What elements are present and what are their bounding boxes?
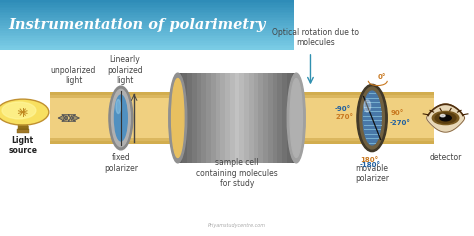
Bar: [0, 30, 294, 31]
Ellipse shape: [116, 100, 121, 114]
Circle shape: [440, 114, 445, 117]
Bar: [50, 138, 434, 144]
Bar: [178, 73, 182, 163]
Bar: [277, 73, 282, 163]
Ellipse shape: [357, 84, 387, 152]
Bar: [225, 73, 230, 163]
Text: Light
source: Light source: [8, 136, 37, 155]
Text: -90°: -90°: [335, 105, 351, 112]
Bar: [0, 26, 294, 28]
Bar: [0, 10, 294, 12]
Bar: [0, 46, 294, 48]
Ellipse shape: [364, 100, 371, 112]
Ellipse shape: [360, 87, 384, 149]
Bar: [282, 73, 287, 163]
Bar: [235, 73, 239, 163]
Text: Optical rotation due to
molecules: Optical rotation due to molecules: [272, 28, 359, 47]
Bar: [201, 73, 206, 163]
Text: movable
polarizer: movable polarizer: [355, 164, 389, 183]
Text: Instrumentation of polarimetry: Instrumentation of polarimetry: [9, 18, 266, 32]
Bar: [0, 31, 294, 33]
Bar: [0, 15, 294, 17]
Bar: [197, 73, 201, 163]
Bar: [220, 73, 225, 163]
Bar: [211, 73, 216, 163]
Text: 180°: 180°: [361, 157, 379, 163]
Bar: [258, 73, 263, 163]
Bar: [0, 12, 294, 13]
Text: Priyamstudycentre.com: Priyamstudycentre.com: [208, 223, 266, 228]
Ellipse shape: [115, 95, 127, 141]
Bar: [0, 18, 294, 20]
Bar: [0, 7, 294, 8]
Text: sample cell
containing molecules
for study: sample cell containing molecules for stu…: [196, 158, 278, 188]
Bar: [50, 92, 434, 144]
Bar: [254, 73, 258, 163]
Circle shape: [2, 102, 36, 119]
Ellipse shape: [363, 91, 381, 145]
Bar: [249, 73, 254, 163]
Text: fixed
polarizer: fixed polarizer: [104, 153, 138, 173]
Circle shape: [0, 99, 49, 125]
Bar: [187, 73, 192, 163]
Ellipse shape: [111, 89, 130, 147]
Bar: [239, 73, 244, 163]
Text: detector: detector: [429, 153, 462, 162]
Bar: [268, 73, 273, 163]
Bar: [192, 73, 197, 163]
Bar: [0, 45, 294, 46]
Text: 270°: 270°: [335, 114, 353, 120]
Bar: [0, 38, 294, 40]
Circle shape: [432, 111, 459, 125]
Text: 90°: 90°: [391, 110, 404, 116]
Bar: [0, 48, 294, 50]
Bar: [17, 129, 29, 133]
Ellipse shape: [109, 86, 133, 150]
Text: -180°: -180°: [359, 162, 380, 168]
Bar: [0, 35, 294, 36]
Bar: [0, 41, 294, 43]
Bar: [0, 0, 294, 2]
Bar: [0, 3, 294, 5]
Polygon shape: [427, 104, 465, 132]
Bar: [0, 20, 294, 21]
Bar: [0, 36, 294, 38]
Bar: [273, 73, 277, 163]
Bar: [18, 125, 28, 129]
Bar: [0, 13, 294, 15]
Bar: [0, 8, 294, 10]
Text: -270°: -270°: [390, 120, 411, 126]
Ellipse shape: [290, 79, 302, 157]
Bar: [263, 73, 268, 163]
Bar: [50, 92, 434, 95]
Bar: [0, 2, 294, 3]
Bar: [292, 73, 296, 163]
Circle shape: [440, 115, 451, 121]
Bar: [50, 92, 434, 98]
Bar: [50, 141, 434, 144]
Bar: [216, 73, 220, 163]
Bar: [0, 43, 294, 45]
Ellipse shape: [169, 73, 187, 163]
Bar: [0, 17, 294, 18]
Circle shape: [435, 113, 456, 123]
Bar: [0, 40, 294, 41]
Ellipse shape: [287, 73, 305, 163]
Bar: [230, 73, 235, 163]
Bar: [0, 33, 294, 35]
Ellipse shape: [172, 79, 184, 157]
Bar: [0, 21, 294, 23]
Bar: [182, 73, 187, 163]
Bar: [0, 50, 474, 236]
Text: unpolarized
light: unpolarized light: [51, 66, 96, 85]
Bar: [287, 73, 292, 163]
Bar: [0, 28, 294, 30]
Text: Linearly
polarized
light: Linearly polarized light: [107, 55, 143, 85]
Bar: [0, 23, 294, 25]
Bar: [0, 5, 294, 7]
Text: 0°: 0°: [378, 74, 386, 80]
Bar: [244, 73, 249, 163]
Bar: [0, 25, 294, 26]
Bar: [206, 73, 211, 163]
